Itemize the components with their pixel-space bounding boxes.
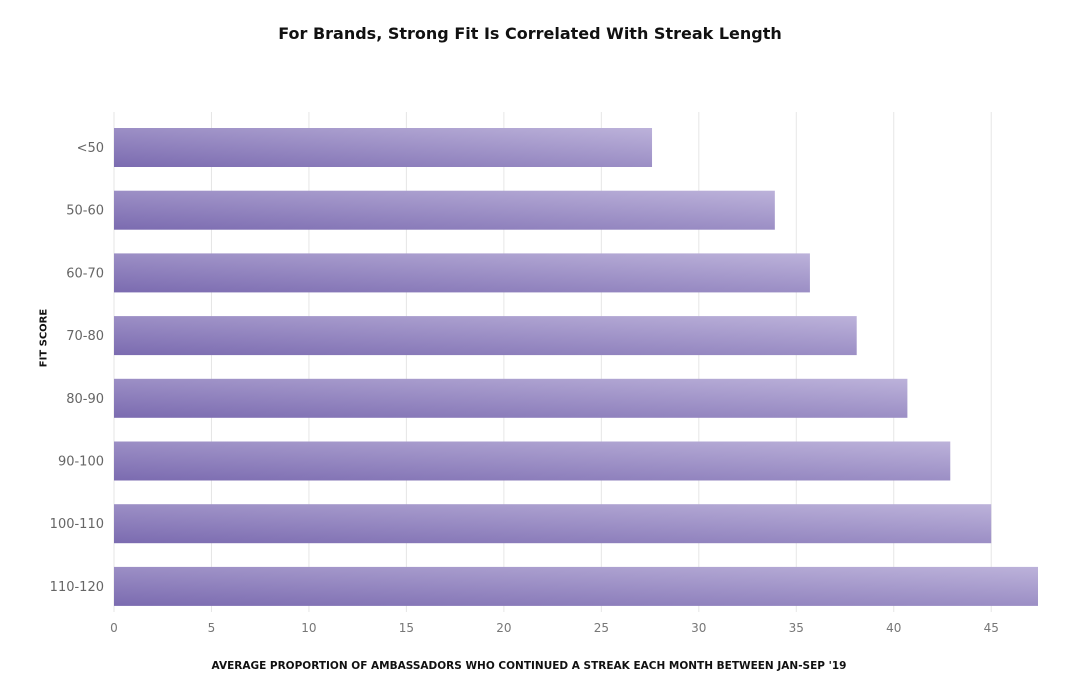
bar: [114, 441, 951, 481]
x-axis-title: AVERAGE PROPORTION OF AMBASSADORS WHO CO…: [211, 660, 847, 672]
category-label: 70-80: [66, 329, 104, 344]
x-tick-label: 0: [110, 621, 118, 635]
x-tick-label: 25: [594, 621, 609, 635]
bar: [114, 566, 1038, 606]
bar: [114, 504, 992, 544]
x-tick-label: 30: [691, 621, 706, 635]
category-labels: <50 50-60 60-70 70-80 80-90 90-100 100-110 110-…: [50, 141, 104, 595]
y-axis-title: FIT SCORE: [38, 308, 50, 368]
bar: [114, 316, 857, 356]
bar: [114, 378, 908, 418]
x-tick-label: 20: [496, 621, 511, 635]
bar: [114, 253, 810, 293]
x-tick-label: 5: [208, 621, 216, 635]
bar: [114, 190, 775, 230]
x-tick-label: 15: [399, 621, 414, 635]
x-tick-labels: 0 5 10 15 20 25 30 35 40 45: [110, 621, 999, 635]
bar: [114, 128, 653, 167]
category-label: 80-90: [66, 392, 104, 407]
category-label: 90-100: [58, 455, 104, 470]
x-tick-label: 35: [789, 621, 804, 635]
x-tick-label: 45: [984, 621, 999, 635]
bars: [114, 128, 1038, 606]
category-label: 60-70: [66, 266, 104, 281]
x-tick-label: 10: [301, 621, 316, 635]
chart-title: For Brands, Strong Fit Is Correlated Wit…: [278, 24, 782, 43]
category-label: 110-120: [50, 580, 104, 595]
category-label: <50: [77, 141, 104, 156]
x-tick-label: 40: [886, 621, 901, 635]
category-label: 100-110: [50, 517, 104, 532]
category-label: 50-60: [66, 204, 104, 219]
